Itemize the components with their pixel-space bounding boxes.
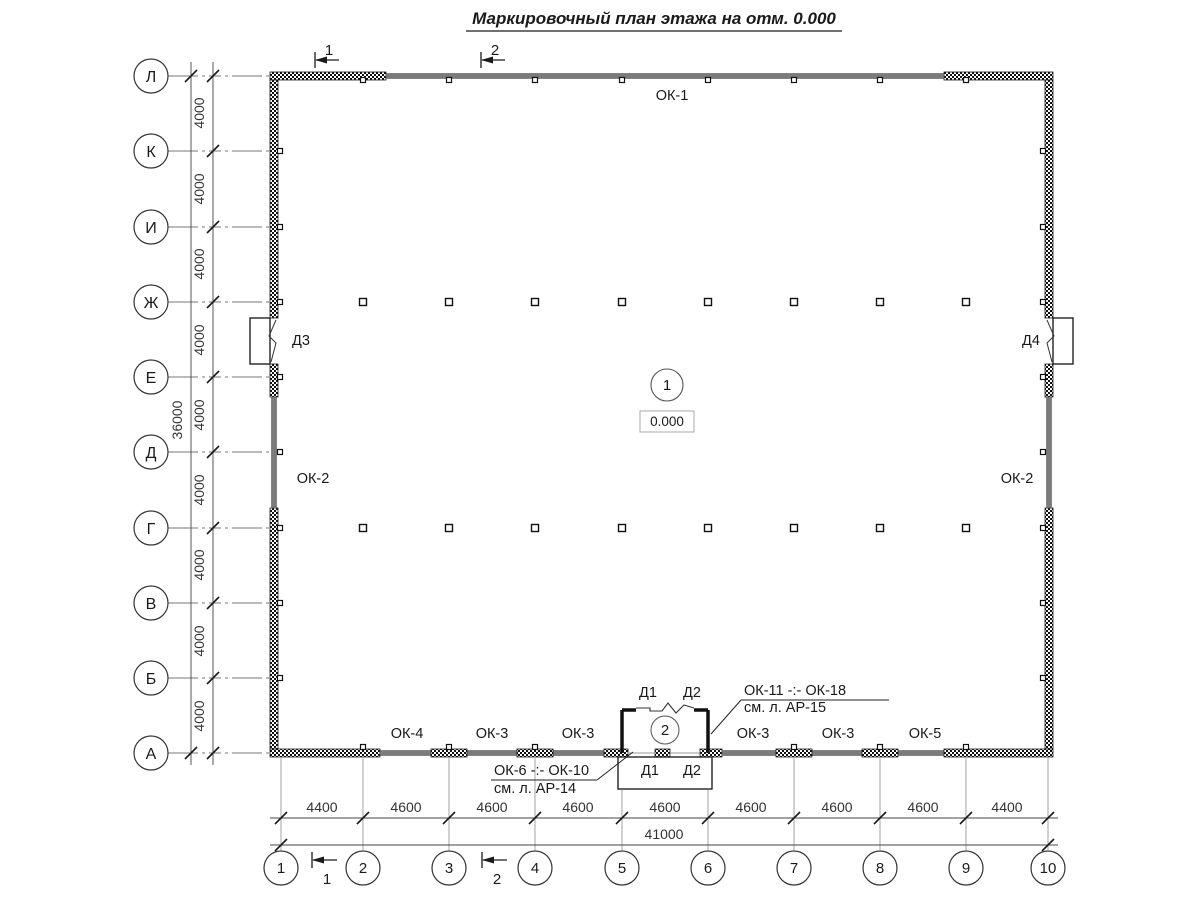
col-grid-lines [280,758,1049,850]
elevation-value: 0.000 [650,414,684,429]
dim-row-7: 4000 [191,625,207,656]
row-axis-markers [133,58,169,771]
col-label-6: 7 [790,860,798,877]
callout-upper-line1: ОК-11 -:- ОК-18 [744,683,846,699]
col-label-5: 6 [704,860,712,877]
col-label-2: 3 [445,860,453,877]
window-label-bottom-0: ОК-4 [391,726,424,742]
window-label-bottom-4: ОК-3 [822,726,855,742]
col-axis-labels: 1 2 3 4 5 6 7 8 9 10 [277,860,1057,877]
section-2-top-label: 2 [491,42,499,59]
row-label-4: Е [146,370,157,387]
dim-row-8: 4000 [191,700,207,731]
row-label-8: Б [146,671,157,688]
elevation-box [639,410,695,433]
row-label-7: В [146,596,157,613]
window-label-top: ОК-1 [656,88,689,104]
section-1-bottom-label: 1 [323,871,331,888]
bottom-dimension-texts: 4400 4600 4600 4600 4600 4600 4600 4600 … [306,799,1022,842]
door-label-d1-top: Д1 [639,685,657,701]
door-label-d1-bottom: Д1 [641,763,659,779]
dim-col-2: 4600 [476,799,507,815]
window-label-bottom-5: ОК-5 [909,726,942,742]
dim-row-5: 4000 [191,474,207,505]
dim-col-4: 4600 [649,799,680,815]
vestibule [620,702,710,753]
section-marks [311,52,507,868]
dim-row-3: 4000 [191,324,207,355]
door-label-d4: Д4 [1022,333,1040,349]
window-label-bottom-2: ОК-3 [562,726,595,742]
dim-col-7: 4600 [907,799,938,815]
room-number: 1 [663,377,671,394]
room-marker [650,368,684,402]
dim-col-0: 4400 [306,799,337,815]
window-label-left: ОК-2 [297,471,330,487]
window-label-right: ОК-2 [1001,471,1034,487]
row-label-0: Л [146,69,157,86]
dim-col-3: 4600 [562,799,593,815]
col-label-8: 9 [962,860,970,877]
dim-col-8: 4400 [991,799,1022,815]
callout-upper-line2: см. л. АР-15 [744,700,826,716]
window-label-bottom-1: ОК-3 [476,726,509,742]
dim-col-6: 4600 [821,799,852,815]
dim-col-5: 4600 [735,799,766,815]
callout-lower-windows: ОК-6 -:- ОК-10 см. л. АР-14 [491,751,634,797]
row-axis-labels: Л К И Ж Е Д Г В Б А [144,69,159,763]
dim-row-6: 4000 [191,549,207,580]
col-label-7: 8 [876,860,884,877]
window-label-bottom-3: ОК-3 [737,726,770,742]
dim-row-4: 4000 [191,399,207,430]
row-label-9: А [146,746,157,763]
dim-col-total: 41000 [645,826,684,842]
section-1-top-label: 1 [325,42,333,59]
col-label-1: 2 [359,860,367,877]
row-label-6: Г [147,521,156,538]
left-dimension-lines [190,62,214,765]
col-label-9: 10 [1040,860,1057,877]
row-label-2: И [145,220,157,237]
left-dimension-texts: 4000 4000 4000 4000 4000 4000 4000 4000 … [169,97,207,731]
left-dimension-ticks [184,69,220,760]
dim-row-1: 4000 [191,173,207,204]
door-opening-break-lines [268,319,1055,363]
callout-lower-line1: ОК-6 -:- ОК-10 [494,763,589,779]
vestibule-number: 2 [661,722,669,739]
col-label-0: 1 [277,860,285,877]
dim-row-0: 4000 [191,97,207,128]
bottom-dimension-ticks [274,811,1055,852]
door-label-d3: Д3 [292,333,310,349]
dim-col-1: 4600 [390,799,421,815]
door-porches [249,317,1074,790]
callout-upper-windows: ОК-11 -:- ОК-18 см. л. АР-15 [710,683,889,735]
bottom-dimension-lines [270,817,1058,846]
section-2-bottom-label: 2 [493,871,501,888]
door-label-d2-top: Д2 [683,685,701,701]
dim-row-total: 36000 [169,400,185,439]
col-axis-markers [263,850,1066,886]
row-grid-lines [168,75,270,754]
row-label-5: Д [146,445,157,462]
row-label-1: К [146,144,156,161]
callout-lower-line2: см. л. АР-14 [494,781,576,797]
building-walls [269,71,1054,758]
door-label-d2-bottom: Д2 [683,763,701,779]
row-label-3: Ж [144,295,159,312]
col-label-4: 5 [618,860,626,877]
dim-row-2: 4000 [191,248,207,279]
page-title: Маркировочный план этажа на отм. 0.000 [472,9,836,28]
interior-columns [358,297,971,533]
col-label-3: 4 [531,860,539,877]
wall-pier-squares [276,76,1047,751]
